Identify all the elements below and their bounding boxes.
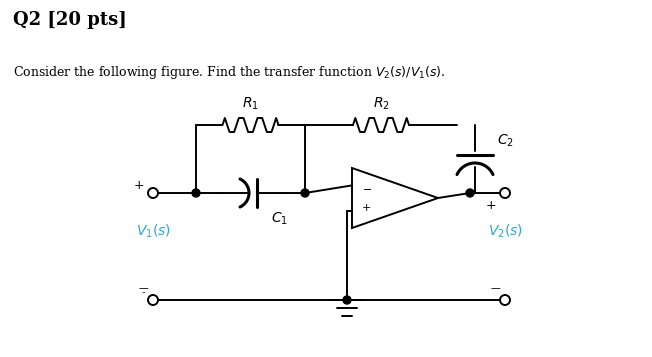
Text: Consider the following figure. Find the transfer function $V_2(s)/V_1(s)$.: Consider the following figure. Find the … — [13, 64, 445, 81]
Text: —: — — [138, 283, 148, 293]
Text: $-$: $-$ — [362, 183, 372, 193]
Circle shape — [500, 295, 510, 305]
Circle shape — [192, 189, 200, 197]
Text: $V_2(s)$: $V_2(s)$ — [488, 223, 522, 240]
Text: $R_2$: $R_2$ — [372, 96, 389, 112]
Text: +: + — [362, 203, 372, 213]
Text: —: — — [490, 283, 500, 293]
Text: +: + — [134, 178, 144, 191]
Circle shape — [148, 188, 158, 198]
Text: $C_2$: $C_2$ — [497, 133, 514, 149]
Text: +: + — [486, 198, 496, 211]
Text: $C_1$: $C_1$ — [271, 211, 288, 227]
Text: $\bar{\ }$: $\bar{\ }$ — [142, 287, 147, 297]
Text: Q2 [20 pts]: Q2 [20 pts] — [13, 11, 126, 29]
Circle shape — [343, 296, 351, 304]
Text: $V_1(s)$: $V_1(s)$ — [136, 223, 170, 240]
Circle shape — [301, 189, 309, 197]
Circle shape — [466, 189, 474, 197]
Text: $R_1$: $R_1$ — [242, 96, 259, 112]
Circle shape — [500, 188, 510, 198]
Circle shape — [148, 295, 158, 305]
